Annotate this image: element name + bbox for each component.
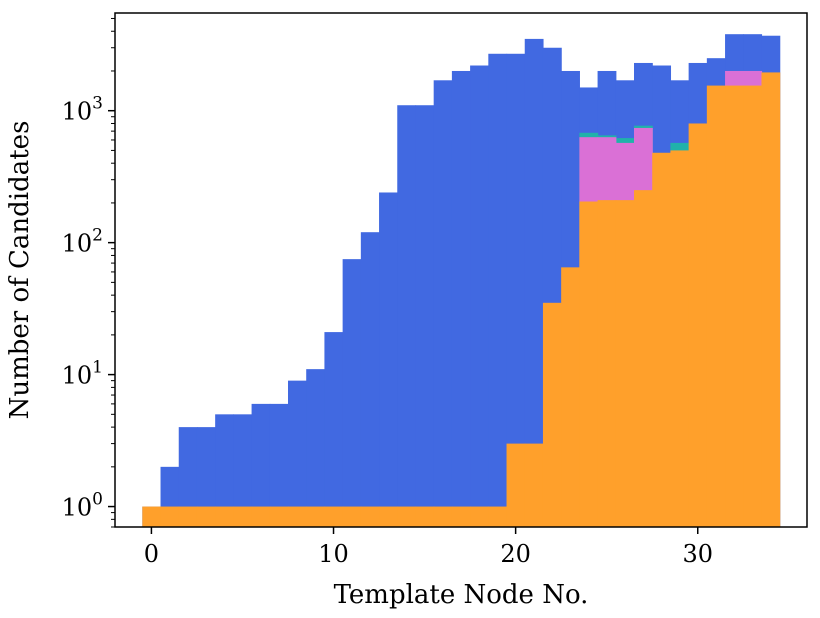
y-axis-label: Number of Candidates [5,121,35,420]
bar-series-4-x-0 [142,506,162,527]
bar-series-4-x-29 [670,150,690,528]
bar-series-1-x-4 [215,414,234,527]
bar-series-1-x-21 [524,38,544,528]
bar-series-1-x-20 [506,53,526,528]
x-axis-ticks: 0 10 20 30 [144,527,713,568]
bar-series-4-x-2 [178,506,198,527]
x-tick-label: 0 [144,540,159,568]
x-tick-label: 20 [500,540,531,568]
y-tick-label: 102 [62,226,103,258]
bar-series-4-x-23 [561,267,580,527]
y-tick-label: 101 [62,358,103,390]
bar-series-1-x-6 [251,403,271,527]
bar-series-4-x-27 [634,190,653,527]
bar-series-1-x-2 [178,427,198,527]
bar-series-1-x-19 [488,53,508,528]
bar-series-1-x-10 [324,332,344,527]
bar-series-4-x-25 [597,200,617,527]
bar-series-1-x-16 [433,80,453,527]
bar-series-4-x-5 [233,506,253,527]
bar-series-1-x-11 [342,259,362,527]
bar-series-1-x-5 [233,414,253,527]
bar-series-4-x-17 [451,506,471,527]
bar-series-4-x-21 [524,443,544,527]
bar-series-4-x-30 [688,123,708,527]
x-tick-label: 10 [318,540,349,568]
bar-series-1-x-12 [360,232,380,527]
plot-frame [114,12,808,528]
bars-layer [142,34,781,528]
bar-series-4-x-7 [269,506,289,527]
bar-series-4-x-22 [542,302,562,527]
bar-series-4-x-6 [251,506,271,527]
bar-series-4-x-34 [761,72,781,528]
bar-series-4-x-12 [360,506,380,527]
bar-series-4-x-11 [342,506,362,527]
bar-series-4-x-9 [306,506,326,527]
bar-series-1-x-13 [379,192,398,528]
x-axis-label: Template Node No. [334,580,589,610]
bar-series-1-x-15 [415,105,435,527]
bar-series-4-x-18 [470,506,489,527]
bar-series-1-x-14 [397,105,417,527]
bar-series-1-x-9 [306,369,326,527]
bar-series-4-x-16 [433,506,453,527]
bar-series-4-x-8 [288,506,307,527]
bar-series-1-x-18 [470,65,489,527]
bar-series-4-x-20 [506,443,526,527]
bar-series-4-x-13 [379,506,398,527]
bar-series-1-x-8 [288,380,307,527]
y-tick-label: 100 [62,490,103,522]
bar-series-1-x-17 [451,70,471,527]
bar-series-4-x-3 [196,506,216,527]
bar-series-4-x-15 [415,506,435,527]
bar-series-1-x-3 [196,427,216,527]
y-axis-ticks: 100 101 102 103 [62,17,115,528]
bar-series-4-x-4 [215,506,234,527]
bar-series-4-x-31 [706,85,726,527]
x-tick-label: 30 [682,540,713,568]
bar-series-4-x-26 [615,200,635,527]
bar-series-4-x-10 [324,506,344,527]
bar-series-4-x-32 [725,85,744,527]
y-tick-label: 103 [62,94,103,126]
bar-series-4-x-33 [743,85,763,527]
bar-series-4-x-19 [488,506,508,527]
bar-series-1-x-7 [269,403,289,527]
bar-series-4-x-14 [397,506,417,527]
bar-series-4-x-24 [579,201,599,527]
bar-series-4-x-1 [160,506,180,527]
bar-series-4-x-28 [652,152,672,527]
